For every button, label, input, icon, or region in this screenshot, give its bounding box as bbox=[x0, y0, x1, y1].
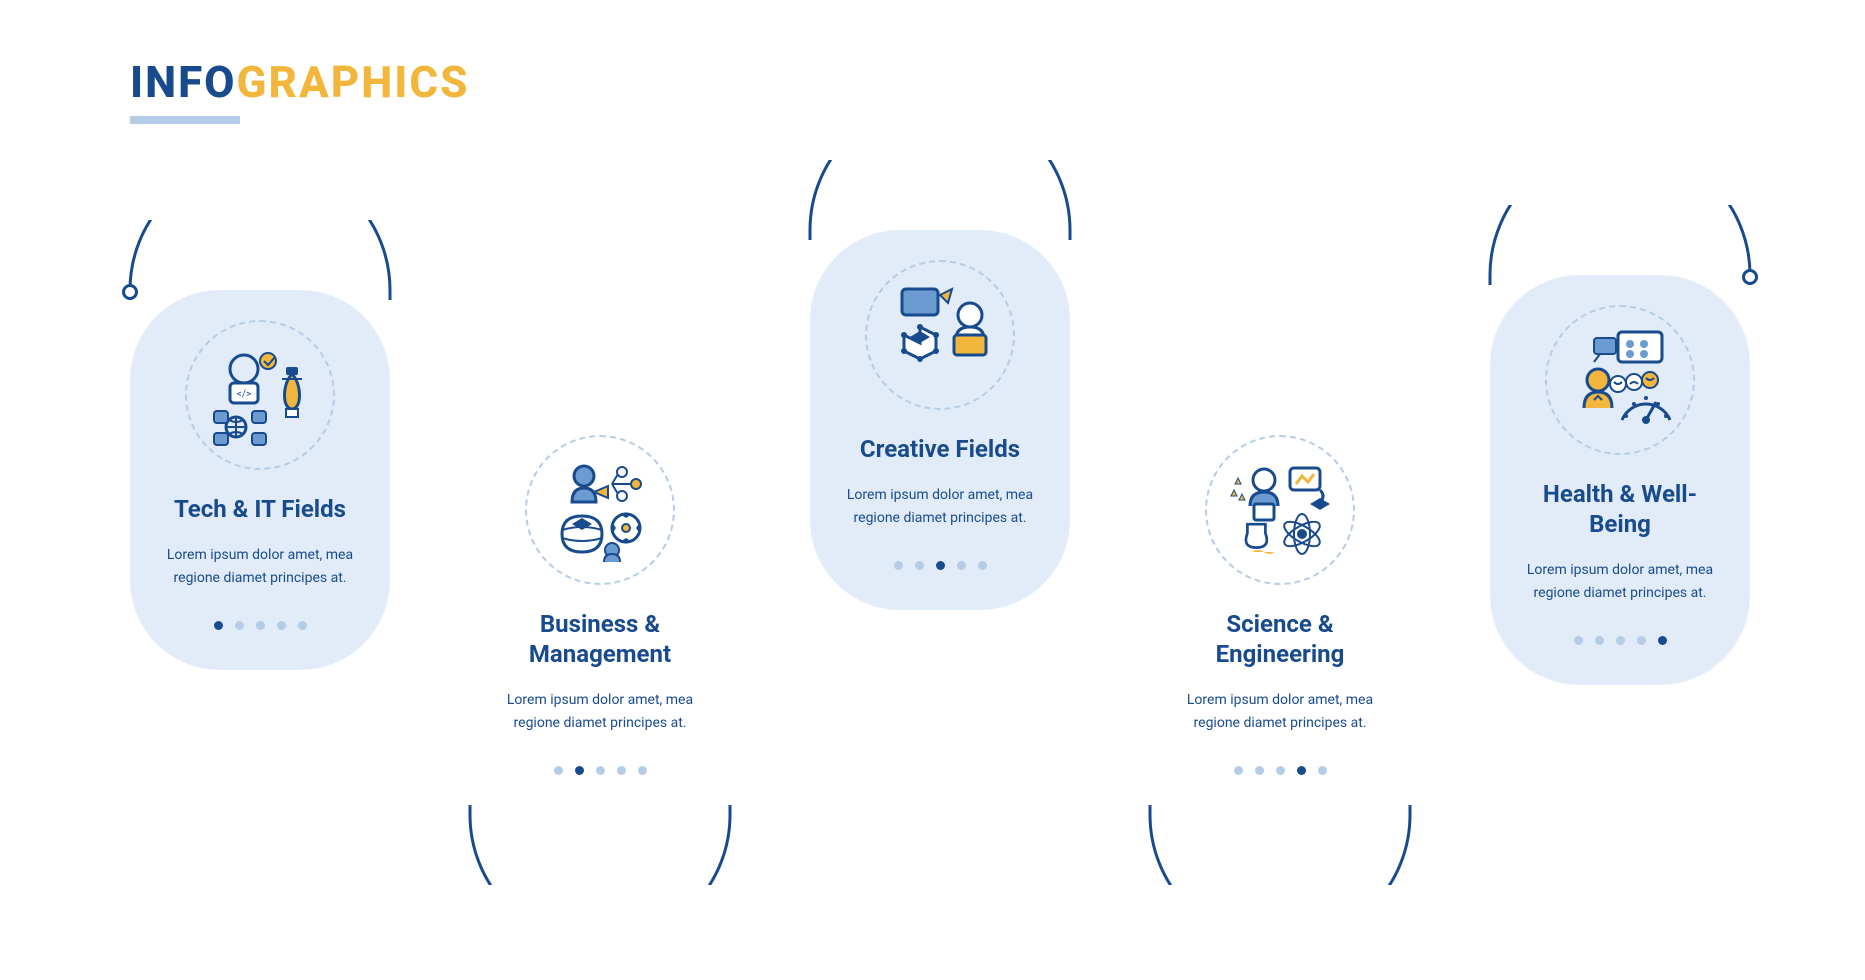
tech-icon bbox=[204, 339, 316, 451]
card-description: Lorem ipsum dolor amet, mea regione diam… bbox=[152, 544, 368, 589]
card-outline-arch bbox=[790, 160, 1090, 240]
card-science: Science & Engineering Lorem ipsum dolor a… bbox=[1130, 405, 1430, 815]
card-icon-circle bbox=[525, 435, 675, 585]
pager-dot bbox=[1574, 636, 1583, 645]
creative-icon bbox=[884, 279, 996, 391]
card-outline-arch bbox=[450, 805, 750, 885]
card-title: Creative Fields bbox=[852, 434, 1028, 464]
pager-dot bbox=[235, 621, 244, 630]
pager-dot bbox=[894, 561, 903, 570]
pager-dot bbox=[1276, 766, 1285, 775]
card-tech-it: Tech & IT Fields Lorem ipsum dolor amet, … bbox=[110, 290, 410, 670]
pager-dot bbox=[1297, 766, 1306, 775]
pager-dot bbox=[256, 621, 265, 630]
pager-dot bbox=[638, 766, 647, 775]
card-marker-dot bbox=[122, 284, 138, 300]
pager-dot bbox=[596, 766, 605, 775]
card-creative: Creative Fields Lorem ipsum dolor amet, m… bbox=[790, 230, 1090, 610]
pager-dot bbox=[957, 561, 966, 570]
pager-dot bbox=[936, 561, 945, 570]
pager-dot bbox=[617, 766, 626, 775]
card-icon-circle bbox=[1205, 435, 1355, 585]
card-title: Health & Well-Being bbox=[1512, 479, 1728, 539]
card-title: Business & Management bbox=[492, 609, 708, 669]
card-description: Lorem ipsum dolor amet, mea regione diam… bbox=[1512, 559, 1728, 604]
pager-dot bbox=[1595, 636, 1604, 645]
card-pager bbox=[214, 621, 307, 630]
card-outline-arch bbox=[1130, 805, 1430, 885]
card-description: Lorem ipsum dolor amet, mea regione diam… bbox=[1172, 689, 1388, 734]
card-pager bbox=[1234, 766, 1327, 775]
card-title: Tech & IT Fields bbox=[166, 494, 354, 524]
card-marker-dot bbox=[1742, 269, 1758, 285]
card-icon-circle bbox=[865, 260, 1015, 410]
card-inner: Tech & IT Fields Lorem ipsum dolor amet, … bbox=[130, 290, 390, 670]
pager-dot bbox=[277, 621, 286, 630]
card-icon-circle bbox=[1545, 305, 1695, 455]
pager-dot bbox=[915, 561, 924, 570]
pager-dot bbox=[1234, 766, 1243, 775]
card-health: Health & Well-Being Lorem ipsum dolor ame… bbox=[1470, 275, 1770, 685]
pager-dot bbox=[575, 766, 584, 775]
pager-dot bbox=[1658, 636, 1667, 645]
card-description: Lorem ipsum dolor amet, mea regione diam… bbox=[492, 689, 708, 734]
card-outline-arch bbox=[1470, 205, 1770, 285]
science-icon bbox=[1224, 454, 1336, 566]
pager-dot bbox=[554, 766, 563, 775]
health-icon bbox=[1564, 324, 1676, 436]
card-inner: Science & Engineering Lorem ipsum dolor a… bbox=[1150, 405, 1410, 815]
pager-dot bbox=[214, 621, 223, 630]
business-icon bbox=[544, 454, 656, 566]
pager-dot bbox=[978, 561, 987, 570]
card-description: Lorem ipsum dolor amet, mea regione diam… bbox=[832, 484, 1048, 529]
card-business: Business & Management Lorem ipsum dolor a… bbox=[450, 405, 750, 815]
card-pager bbox=[894, 561, 987, 570]
card-outline-arch bbox=[110, 220, 410, 300]
card-inner: Creative Fields Lorem ipsum dolor amet, m… bbox=[810, 230, 1070, 610]
pager-dot bbox=[298, 621, 307, 630]
card-title: Science & Engineering bbox=[1172, 609, 1388, 669]
card-pager bbox=[554, 766, 647, 775]
cards-row: Tech & IT Fields Lorem ipsum dolor amet, … bbox=[110, 70, 1770, 890]
card-pager bbox=[1574, 636, 1667, 645]
pager-dot bbox=[1616, 636, 1625, 645]
card-icon-circle bbox=[185, 320, 335, 470]
card-inner: Health & Well-Being Lorem ipsum dolor ame… bbox=[1490, 275, 1750, 685]
pager-dot bbox=[1318, 766, 1327, 775]
card-inner: Business & Management Lorem ipsum dolor a… bbox=[470, 405, 730, 815]
pager-dot bbox=[1637, 636, 1646, 645]
pager-dot bbox=[1255, 766, 1264, 775]
